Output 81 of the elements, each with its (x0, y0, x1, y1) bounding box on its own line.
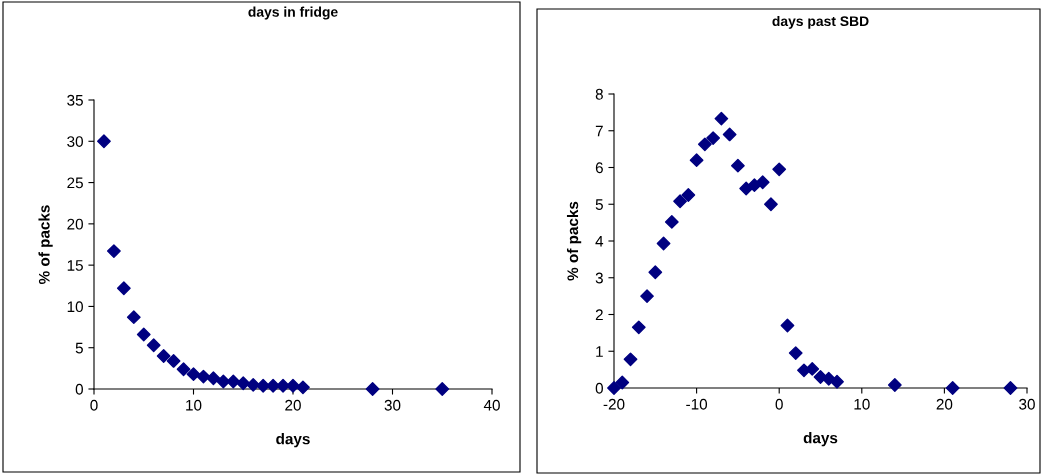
point (296, 380, 310, 395)
y-tick-label: 0 (595, 382, 603, 394)
y-tick-label: 3 (595, 272, 603, 284)
point (286, 378, 300, 393)
point (887, 378, 902, 392)
x-tick-label: 10 (186, 399, 202, 411)
y-axis-title: % of packs (566, 201, 582, 281)
y-tick-label: 8 (595, 88, 603, 100)
point (256, 378, 271, 393)
y-tick-label: 25 (67, 177, 83, 189)
x-tick-label: 0 (775, 398, 783, 410)
x-tick-label: 0 (90, 399, 98, 411)
point (805, 361, 820, 376)
x-tick-label: -10 (686, 398, 708, 410)
point (656, 236, 671, 251)
point (216, 374, 231, 389)
point (607, 381, 621, 395)
y-tick-label: 20 (67, 218, 83, 230)
y-tick-label: 2 (595, 309, 603, 321)
point (730, 158, 745, 173)
point (648, 265, 663, 280)
y-tick-label: 6 (595, 162, 603, 174)
x-axis-title: days (276, 433, 310, 448)
point (664, 214, 679, 229)
point (196, 369, 211, 384)
point (673, 194, 687, 209)
point (830, 374, 844, 389)
x-tick-label: 30 (384, 399, 401, 411)
y-tick-label: 35 (67, 94, 83, 106)
point (146, 338, 161, 353)
x-tick-label: 20 (936, 398, 953, 410)
point (780, 318, 795, 333)
point (136, 327, 151, 342)
point (755, 175, 770, 190)
x-tick-label: 20 (285, 399, 301, 411)
point (156, 349, 171, 363)
point (697, 137, 712, 152)
point (365, 382, 380, 396)
point (176, 362, 191, 377)
x-tick-label: 10 (854, 398, 870, 410)
point (166, 354, 181, 368)
point (246, 377, 261, 392)
point (764, 197, 778, 212)
point (106, 244, 121, 259)
y-tick-label: 1 (596, 346, 603, 357)
point (623, 352, 638, 367)
chart-title: days past SBD (772, 15, 869, 29)
y-tick-label: 15 (67, 260, 83, 271)
point (206, 371, 221, 386)
point (186, 367, 201, 382)
x-tick-label: 40 (483, 399, 500, 411)
x-axis-title: days (803, 432, 838, 447)
chart-title: days in fridge (248, 6, 338, 20)
point (97, 134, 111, 149)
point (788, 346, 803, 360)
point (126, 310, 141, 325)
y-tick-label: 4 (595, 236, 604, 247)
point (631, 320, 646, 335)
point (435, 382, 450, 396)
point (722, 127, 737, 142)
point (226, 374, 241, 389)
y-tick-label: 10 (67, 301, 83, 313)
y-tick-label: 0 (75, 383, 83, 395)
point (772, 162, 787, 177)
point (1003, 381, 1018, 395)
point (706, 131, 721, 146)
y-tick-label: 30 (67, 136, 83, 147)
point (681, 188, 696, 202)
point (236, 376, 251, 391)
y-tick-label: 5 (595, 199, 603, 210)
x-tick-label: -20 (603, 398, 625, 410)
y-tick-label: 7 (595, 125, 603, 137)
point (615, 375, 630, 390)
x-tick-label: 30 (1019, 398, 1035, 410)
point (689, 153, 704, 168)
y-tick-label: 5 (75, 342, 83, 354)
y-axis-title: % of packs (38, 205, 53, 285)
point (116, 281, 131, 296)
point (945, 381, 960, 395)
point (640, 289, 654, 304)
point (714, 111, 729, 126)
